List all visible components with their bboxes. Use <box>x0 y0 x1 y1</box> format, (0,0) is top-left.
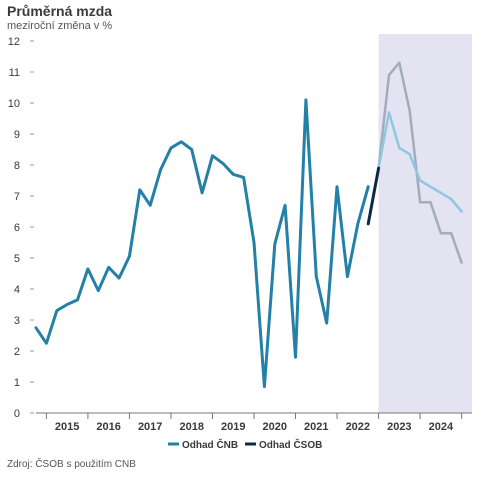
source-note: Zdroj: ČSOB s použitím CNB <box>7 459 136 470</box>
x-tick-label: 2021 <box>304 421 328 433</box>
x-tick-label: 2022 <box>346 421 370 433</box>
forecast-region <box>378 34 472 413</box>
x-tick-label: 2018 <box>179 421 203 433</box>
series-line-cnb <box>377 111 463 213</box>
x-tick-label: 2024 <box>429 421 454 433</box>
y-tick-label: 2 <box>14 346 20 358</box>
x-tick-label: 2015 <box>55 421 79 433</box>
y-tick-label: 0 <box>14 408 20 420</box>
y-tick-label: 8 <box>14 160 20 172</box>
chart-subtitle: meziroční změna v % <box>7 20 113 32</box>
x-tick-label: 2020 <box>263 421 287 433</box>
y-tick-label: 4 <box>14 284 20 296</box>
series-line-actual <box>34 98 370 389</box>
y-tick-label: 11 <box>9 67 20 79</box>
x-tick-label: 2019 <box>221 421 245 433</box>
legend-label: Odhad ČNB <box>182 438 238 451</box>
legend-label: Odhad ČSOB <box>259 438 322 451</box>
y-tick-label: 1 <box>14 377 20 389</box>
y-tick-label: 10 <box>8 98 20 110</box>
y-tick-label: 6 <box>14 222 20 234</box>
y-tick-label: 5 <box>14 253 20 265</box>
series-line-csob_bridge <box>366 166 381 226</box>
y-tick-label: 12 <box>8 36 20 48</box>
x-tick-label: 2016 <box>96 421 120 433</box>
y-tick-label: 9 <box>14 129 20 141</box>
y-tick-label: 7 <box>14 191 20 203</box>
series-line-csob <box>377 61 463 264</box>
x-tick-label: 2023 <box>387 421 411 433</box>
chart-title: Průměrná mzda <box>7 3 113 19</box>
x-tick-label: 2017 <box>138 421 162 433</box>
y-tick-label: 3 <box>14 315 20 327</box>
